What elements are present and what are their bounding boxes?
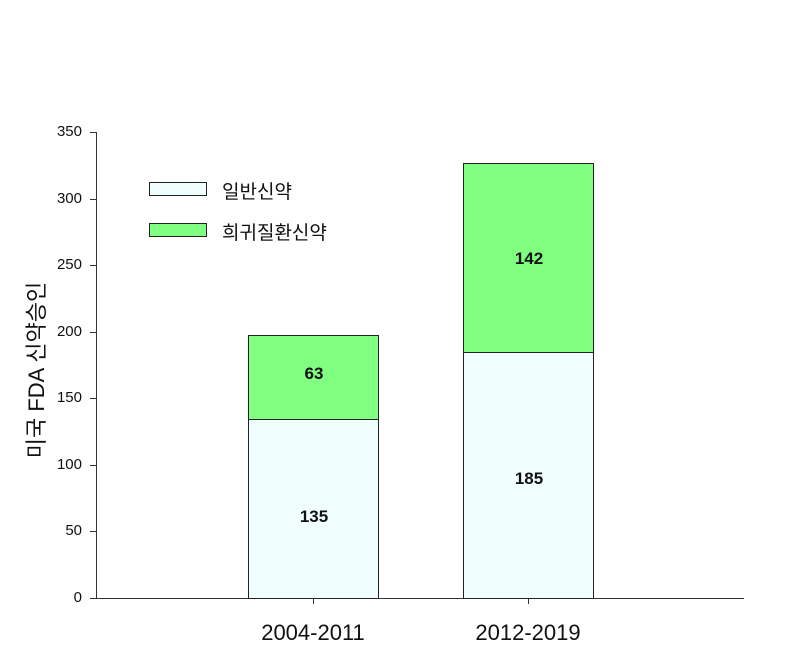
y-tick-label: 250 [56, 256, 82, 274]
y-tick-label: 200 [56, 322, 82, 340]
bar-2004-2011-general [248, 419, 379, 599]
y-tick [90, 598, 96, 599]
y-tick-label: 350 [56, 123, 82, 140]
bar-2004-2011-rare [248, 335, 379, 420]
y-tick-label: 100 [56, 455, 82, 473]
y-tick-label: 0 [73, 589, 82, 606]
x-tick-label: 2004-2011 [261, 620, 365, 645]
y-tick [90, 265, 96, 267]
y-tick [90, 198, 96, 200]
y-tick-label: 50 [65, 522, 82, 540]
y-axis-label: 미국 FDA 신약승인 [24, 281, 49, 459]
y-tick [90, 132, 96, 133]
y-tick [90, 531, 96, 533]
bar-2012-2019-general [463, 352, 594, 599]
legend-label: 일반신약 [222, 182, 292, 203]
legend-label: 희귀질환신약 [222, 223, 327, 244]
legend-swatch-rare [149, 223, 207, 237]
y-tick-label: 150 [56, 389, 82, 407]
x-axis [96, 598, 744, 599]
value-label: 142 [514, 249, 544, 268]
x-tick [313, 598, 314, 604]
value-label: 63 [304, 364, 324, 383]
y-axis [96, 132, 97, 599]
y-tick [90, 464, 96, 466]
y-tick [90, 331, 96, 333]
value-label: 135 [299, 507, 329, 526]
bar-2012-2019-rare [463, 163, 594, 353]
value-label: 185 [514, 469, 544, 488]
x-tick-label: 2012-2019 [475, 620, 581, 645]
y-tick [90, 398, 96, 400]
legend-swatch-general [149, 182, 207, 196]
y-tick-label: 300 [56, 189, 82, 207]
x-tick [528, 598, 529, 604]
